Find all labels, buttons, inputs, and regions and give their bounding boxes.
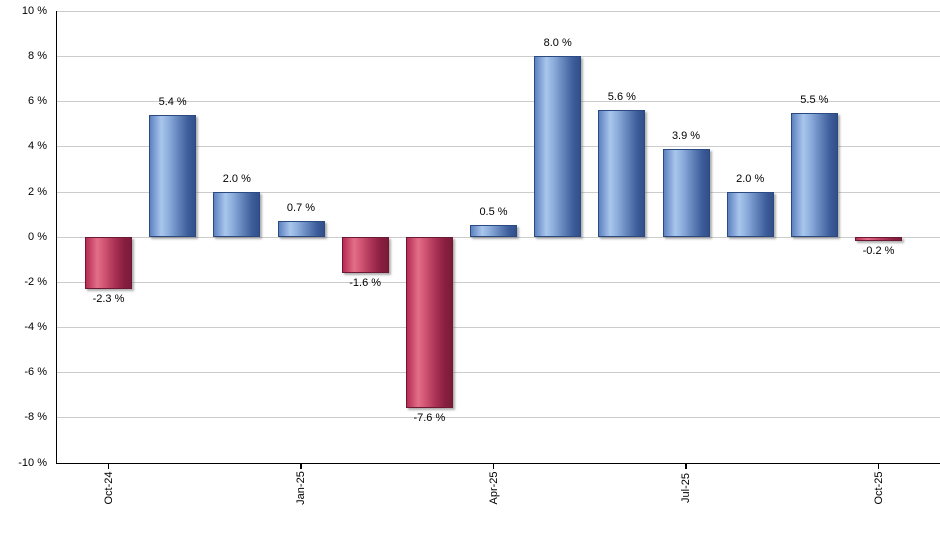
bar-value-label: -0.2 % (862, 245, 895, 258)
x-axis-tick (877, 464, 880, 469)
gridline--4 (57, 327, 940, 329)
x-axis-tick (685, 464, 687, 469)
y-axis-tick-label: 6 % (28, 95, 47, 108)
y-axis-line (55, 11, 57, 464)
bar-Oct-24[interactable] (85, 236, 132, 289)
y-axis-tick-label: -8 % (24, 411, 47, 424)
y-axis-tick-label: -10 % (18, 456, 47, 469)
bar-Jan-25[interactable] (277, 220, 325, 237)
gridline-8 (57, 56, 940, 58)
bar-Apr-25[interactable] (470, 225, 518, 237)
gridline-10 (57, 11, 940, 12)
gridline-6 (57, 101, 940, 103)
x-axis-tick-label: Jul-25 (680, 473, 693, 503)
bar-Aug-25[interactable] (726, 191, 774, 237)
bar-value-label: 5.5 % (800, 93, 829, 106)
bar-Oct-25[interactable] (855, 236, 903, 242)
bar-Feb-25[interactable] (341, 236, 389, 273)
bar-value-label: 5.6 % (607, 91, 636, 104)
gridline--2 (57, 281, 940, 283)
bar-Sep-25[interactable] (790, 112, 838, 237)
x-axis-tick (300, 464, 302, 469)
bar-May-25[interactable] (534, 56, 582, 237)
bar-value-label: -2.3 % (92, 292, 125, 305)
bar-value-label: 3.9 % (671, 129, 701, 142)
bar-Dec-24[interactable] (213, 191, 261, 237)
x-axis-tick (492, 464, 495, 469)
y-axis-tick-label: 2 % (28, 185, 47, 198)
gridline-2 (57, 191, 940, 193)
x-axis-line (55, 462, 940, 464)
bar-value-label: 0.5 % (479, 206, 508, 219)
bar-value-label: 8.0 % (543, 37, 572, 50)
y-axis-tick-label: 0 % (28, 230, 47, 243)
y-axis-tick-label: -4 % (24, 321, 47, 334)
bar-value-label: -1.6 % (349, 276, 382, 289)
bar-Nov-24[interactable] (149, 114, 197, 237)
bar-value-label: 0.7 % (286, 201, 316, 214)
y-axis-tick-label: -2 % (24, 275, 47, 288)
bar-Jul-25[interactable] (662, 148, 710, 237)
bar-value-label: 2.0 % (222, 172, 251, 185)
x-axis-tick-label: Oct-25 (872, 471, 885, 505)
bar-Mar-25[interactable] (405, 236, 453, 409)
bar-value-label: -7.6 % (413, 412, 446, 425)
y-axis-tick-label: 8 % (28, 50, 47, 63)
x-axis-tick-label: Apr-25 (487, 471, 500, 505)
x-axis-tick-label: Oct-24 (102, 471, 115, 505)
gridline-0 (57, 236, 940, 238)
bar-Jun-25[interactable] (598, 110, 646, 237)
y-axis-tick-label: 4 % (28, 140, 47, 153)
bar-value-label: 5.4 % (158, 95, 187, 108)
gridline--6 (57, 372, 940, 374)
y-axis-tick-label: 10 % (21, 5, 47, 17)
x-axis-tick (107, 464, 110, 469)
bar-value-label: 2.0 % (736, 172, 765, 185)
x-axis-tick-label: Jan-25 (295, 471, 307, 505)
y-axis-tick-label: -6 % (24, 366, 47, 379)
gridline-4 (57, 146, 940, 148)
gridline--8 (57, 417, 940, 419)
